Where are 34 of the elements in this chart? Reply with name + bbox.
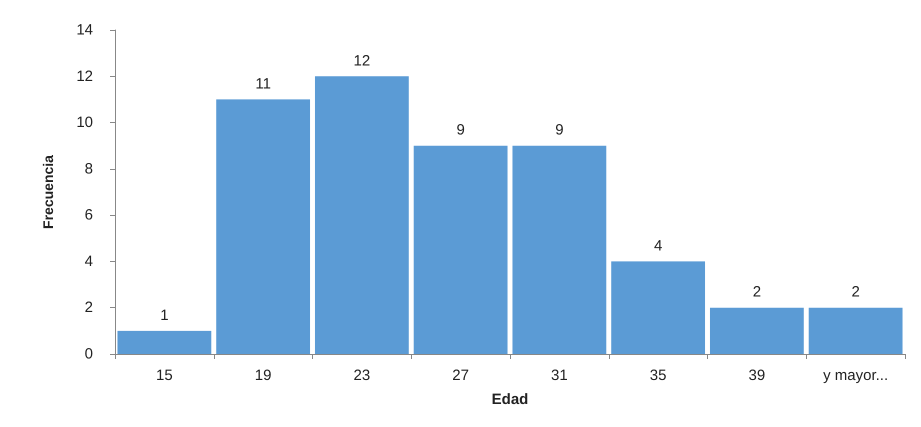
bar — [808, 308, 903, 354]
y-axis-title: Frecuencia — [40, 154, 56, 229]
data-label: 9 — [555, 122, 564, 139]
bar — [117, 330, 212, 354]
y-tick-label: 8 — [84, 160, 93, 178]
x-tick-label: 35 — [650, 367, 666, 384]
x-tick-label: 27 — [452, 367, 469, 384]
bar — [314, 76, 409, 354]
data-label: 2 — [851, 284, 860, 301]
y-tick-label: 4 — [84, 252, 93, 270]
bar — [611, 261, 706, 354]
y-tick-label: 6 — [84, 206, 93, 224]
x-tick-label: 39 — [748, 367, 766, 384]
x-tick-label: 19 — [254, 367, 272, 384]
x-tick-label: 15 — [156, 367, 173, 384]
x-tick-label: 31 — [551, 367, 568, 384]
x-tick-label: y mayor... — [823, 367, 888, 384]
x-axis-title: Edad — [492, 391, 528, 408]
x-tick-label: 23 — [354, 367, 370, 384]
bar — [512, 146, 606, 354]
bar — [216, 99, 310, 354]
data-label: 1 — [160, 306, 169, 324]
y-tick-label: 2 — [84, 299, 93, 316]
data-label: 9 — [456, 122, 465, 139]
y-tick-label: 12 — [76, 68, 93, 85]
data-label: 11 — [255, 75, 271, 92]
data-label: 12 — [354, 52, 370, 70]
data-label: 2 — [752, 284, 762, 301]
y-tick-label: 10 — [76, 114, 93, 132]
bar — [710, 308, 804, 354]
y-tick-label: 0 — [84, 346, 93, 362]
bar — [414, 146, 508, 354]
y-tick-label: 14 — [76, 22, 93, 38]
data-label: 4 — [654, 237, 662, 254]
